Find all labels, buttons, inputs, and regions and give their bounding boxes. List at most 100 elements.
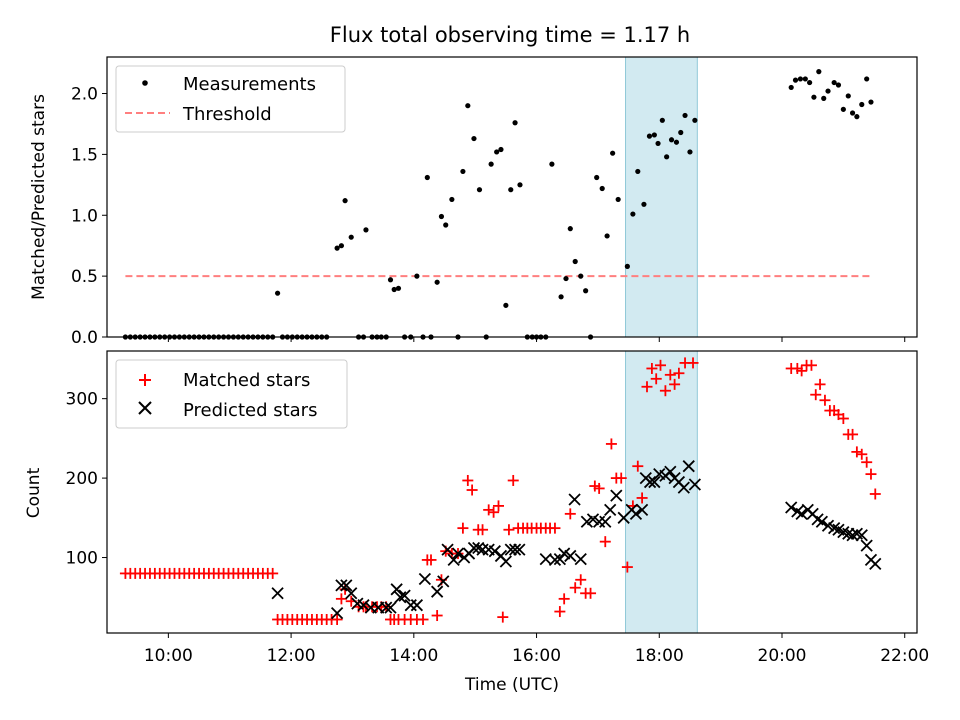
measurement-point <box>682 112 688 119</box>
top-shaded-span <box>625 56 698 338</box>
predicted-star-point <box>451 547 465 560</box>
measurement-point <box>508 187 514 193</box>
measurement-point <box>807 79 813 86</box>
top-axes-frame <box>106 56 918 338</box>
matched-star-point <box>503 524 515 536</box>
predicted-star-point <box>599 515 612 528</box>
bottom-x-tick-label: 14:00 <box>389 646 438 666</box>
predicted-star-point <box>394 591 407 604</box>
predicted-star-point <box>548 553 562 567</box>
matched-star-point <box>810 389 822 401</box>
measurement-point <box>476 187 483 193</box>
measurement-point <box>816 69 822 75</box>
top-y-tick-label: 1.0 <box>71 206 98 226</box>
measurement-point <box>854 114 860 120</box>
predicted-star-point <box>860 539 873 552</box>
matched-star-point <box>819 394 831 406</box>
predicted-star-point <box>335 579 348 592</box>
measurement-point <box>583 288 589 294</box>
predicted-star-point <box>610 489 623 502</box>
predicted-star-point <box>869 557 882 571</box>
measurement-point <box>864 76 870 82</box>
measurement-point <box>334 245 340 251</box>
predicted-star-point <box>430 585 444 598</box>
matched-star-point <box>869 488 881 500</box>
matched-star-point <box>655 359 666 371</box>
measurement-point <box>387 277 394 283</box>
measurement-point <box>802 76 808 82</box>
chart-title: Flux total observing time = 1.17 h <box>330 23 690 47</box>
bottom-axes-frame <box>106 350 918 634</box>
top-y-tick-label: 2.0 <box>71 85 98 105</box>
matched-star-point <box>650 373 662 385</box>
matched-star-point <box>621 561 633 573</box>
matched-star-point <box>847 428 859 440</box>
matched-star-point <box>837 413 849 425</box>
matched-star-point <box>466 484 478 496</box>
top-y-tick-label: 0.0 <box>71 328 98 348</box>
measurement-point <box>449 196 455 203</box>
predicted-star-point <box>828 522 841 535</box>
measurement-point <box>494 149 500 155</box>
bottom-xlabel: Time (UTC) <box>464 675 559 695</box>
measurement-point <box>549 161 555 167</box>
matched-star-point <box>805 359 817 371</box>
predicted-star-point <box>499 555 513 568</box>
legend-predicted-label: Predicted stars <box>183 400 317 421</box>
predicted-star-point <box>271 587 284 600</box>
measurement-point <box>678 129 684 136</box>
measurement-point <box>651 132 657 138</box>
predicted-star-point <box>488 545 501 558</box>
predicted-star-point <box>635 503 649 517</box>
matched-star-point <box>659 385 671 397</box>
predicted-star-point <box>513 543 526 556</box>
top-panel: 0.00.51.01.52.0 Matched/Predicted stars … <box>29 56 918 348</box>
predicted-star-point <box>340 579 353 592</box>
bottom-x-tick-label: 22:00 <box>880 646 929 666</box>
measurement-point <box>788 84 794 91</box>
measurement-point <box>391 286 397 293</box>
measurement-point <box>835 82 842 88</box>
matched-star-point <box>856 448 868 460</box>
top-legend-box <box>115 65 346 133</box>
legend-predicted-marker <box>138 401 152 415</box>
predicted-star-point <box>574 552 587 566</box>
matched-star-point <box>569 582 581 594</box>
measurement-point <box>578 273 584 279</box>
predicted-star-point <box>846 529 859 542</box>
predicted-star-point <box>437 575 450 588</box>
matched-star-point <box>641 381 653 393</box>
matched-star-point <box>549 522 561 534</box>
measurement-point <box>563 275 569 282</box>
matched-star-point <box>636 492 648 504</box>
predicted-star-point <box>410 599 424 612</box>
measurement-point <box>664 154 670 160</box>
measurement-point <box>434 279 440 285</box>
predicted-star-point <box>688 478 702 491</box>
top-x-ticks <box>167 337 906 342</box>
matched-star-point <box>335 593 347 605</box>
matched-star-point <box>861 456 873 468</box>
measurement-point <box>471 135 477 142</box>
predicted-star-point <box>404 599 417 612</box>
predicted-star-point <box>345 587 358 600</box>
measurement-point <box>687 149 693 155</box>
measurement-point <box>646 133 653 139</box>
measurement-point <box>363 227 369 233</box>
bottom-y-tick-label: 300 <box>66 390 98 410</box>
measurement-point <box>831 79 837 86</box>
matched-star-point <box>615 472 627 484</box>
predicted-star-point <box>568 493 581 506</box>
predicted-star-point <box>398 589 411 602</box>
predicted-star-point <box>441 543 454 556</box>
matched-star-point <box>477 524 489 536</box>
measurement-point <box>572 258 578 265</box>
matched-star-point <box>431 610 443 622</box>
matched-star-point <box>664 369 676 381</box>
legend-threshold-label: Threshold <box>182 104 272 125</box>
measurement-point <box>635 168 641 175</box>
bottom-x-tick-label: 16:00 <box>512 646 561 666</box>
measurement-point <box>610 150 616 156</box>
matched-star-point <box>267 567 279 579</box>
measurement-point <box>797 76 804 82</box>
